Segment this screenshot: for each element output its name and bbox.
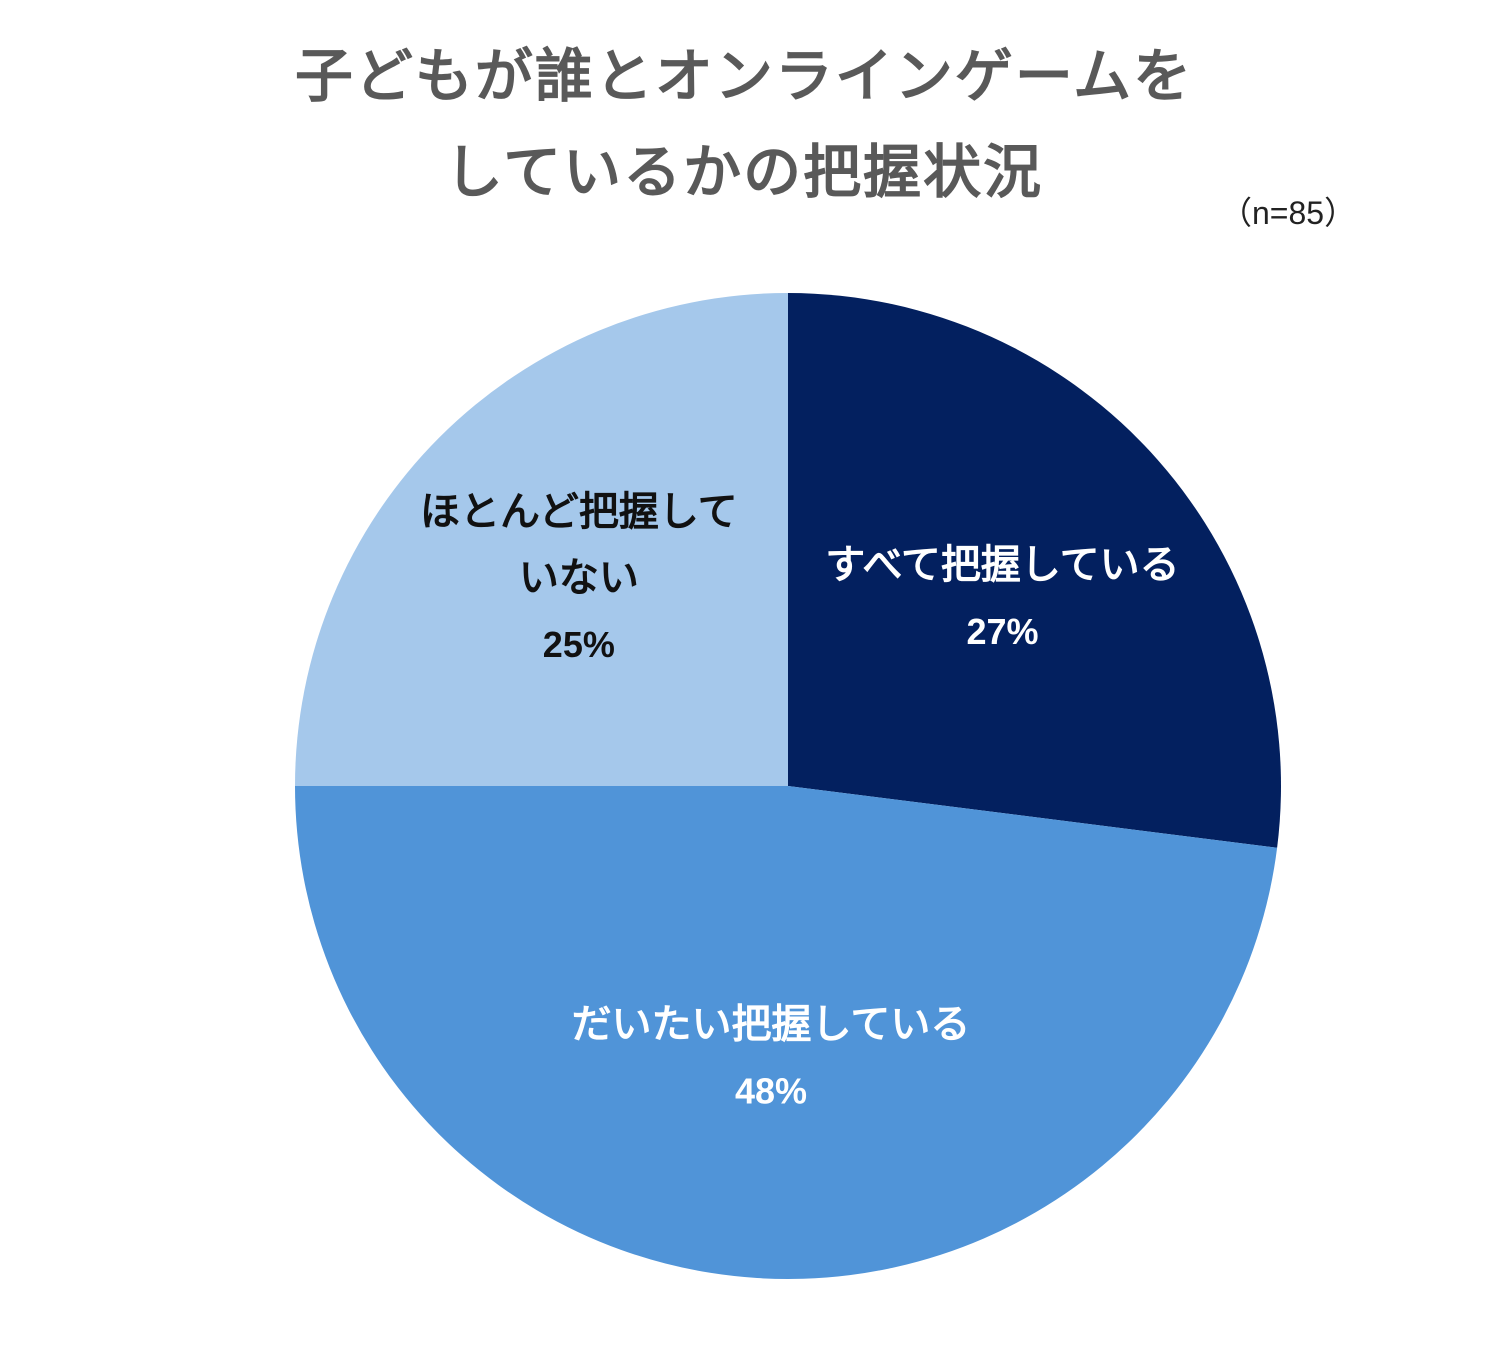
pie-slice-all-known bbox=[788, 293, 1281, 848]
pie-slice-mostly-known bbox=[295, 786, 1278, 1280]
pie-slice-hardly-known bbox=[295, 293, 788, 786]
slice-label-hardly-known-line-1: ほとんど把握して bbox=[420, 489, 738, 535]
value-label-hardly-known: 25% bbox=[543, 624, 615, 665]
chart-title-line-1: 子どもが誰とオンラインゲームを bbox=[294, 42, 1194, 110]
value-label-mostly-known: 48% bbox=[735, 1071, 807, 1112]
sample-size-note: （n=85） bbox=[1220, 195, 1357, 231]
pie-slices bbox=[295, 293, 1281, 1280]
slice-label-mostly-known: だいたい把握している bbox=[572, 1002, 971, 1048]
slice-label-all-known: すべて把握している bbox=[825, 542, 1179, 588]
slice-label-hardly-known-line-2: いない bbox=[519, 555, 639, 601]
chart-title: 子どもが誰とオンラインゲームを しているかの把握状況 bbox=[0, 28, 1488, 220]
chart-title-line-2: しているかの把握状況 bbox=[444, 138, 1044, 206]
value-label-all-known: 27% bbox=[966, 611, 1038, 652]
